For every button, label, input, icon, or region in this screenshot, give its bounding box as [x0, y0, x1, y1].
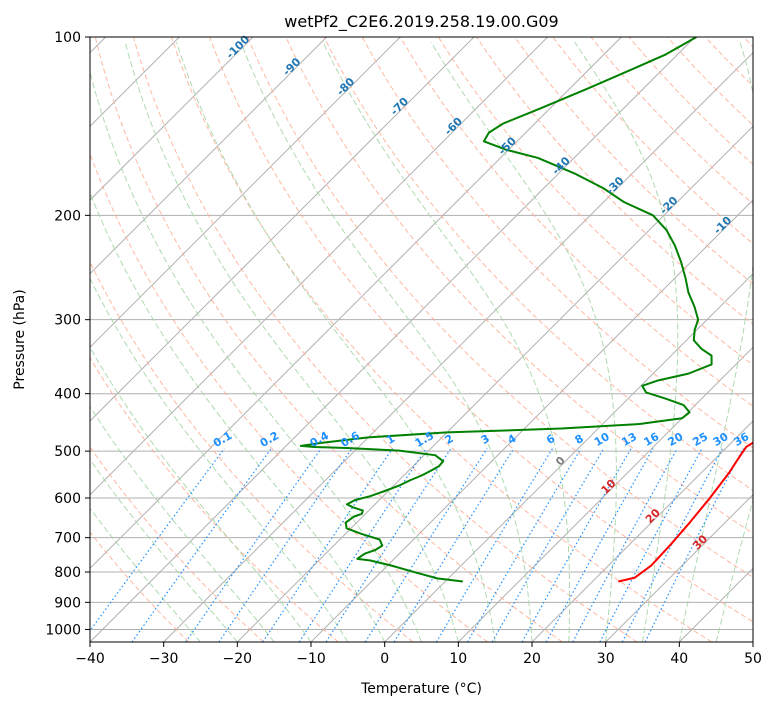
x-tick-label: 40 [670, 651, 688, 667]
mixing-ratio-line [545, 448, 654, 642]
isotherm-line [163, 51, 753, 642]
moist-adiabat [124, 41, 459, 642]
mixing-ratio-line [466, 448, 582, 642]
dry-adiabat [285, 37, 753, 535]
mixing-ratio-line [572, 448, 678, 642]
dry-adiabat [209, 37, 753, 623]
x-tick-label: −30 [149, 651, 179, 667]
dry-adiabat [90, 531, 190, 642]
isotherm-line [90, 37, 622, 570]
temperature-profile [618, 441, 753, 583]
moist-adiabat [90, 507, 201, 642]
dewpoint-profile [299, 37, 713, 583]
y-tick-label: 900 [54, 595, 81, 611]
y-tick-label: 700 [54, 531, 81, 547]
y-axis-label: Pressure (hPa) [12, 289, 28, 389]
moist-adiabat [176, 41, 496, 642]
isotherm-line [90, 37, 401, 349]
y-tick-label: 400 [54, 387, 81, 403]
isotherm-line [384, 272, 753, 642]
dry-adiabat [438, 37, 753, 366]
moist-adiabat [322, 41, 571, 642]
x-tick-label: 0 [380, 651, 389, 667]
mixing-ratio-line [218, 448, 353, 642]
x-tick-label: 10 [449, 651, 467, 667]
y-tick-label: 600 [54, 491, 81, 507]
dry-adiabat [361, 37, 753, 449]
y-tick-label: 800 [54, 565, 81, 581]
mixing-ratio-line [599, 448, 703, 642]
mixing-ratio-line [393, 448, 515, 642]
moist-adiabat [90, 346, 312, 642]
x-tick-label: −10 [296, 651, 326, 667]
x-tick-label: −40 [75, 651, 105, 667]
moist-adiabat [90, 458, 238, 642]
dry-adiabat [247, 37, 753, 578]
isotherm-line [605, 493, 753, 642]
y-tick-label: 100 [54, 30, 81, 46]
mixing-ratio-line [298, 448, 427, 642]
chart-title: wetPf2_C2E6.2019.258.19.00.G09 [284, 12, 558, 32]
isotherm-line [531, 420, 753, 642]
dry-adiabat [590, 37, 753, 205]
mixing-ratio-line [185, 448, 322, 642]
isotherm-line [90, 37, 328, 275]
dry-adiabat [90, 260, 414, 642]
x-tick-label: 50 [744, 651, 762, 667]
moist-adiabat [430, 41, 617, 642]
dry-adiabat [476, 37, 753, 325]
moist-adiabat [90, 277, 349, 642]
y-tick-label: 500 [54, 444, 81, 460]
isotherm-line [457, 346, 753, 642]
y-tick-label: 200 [54, 208, 81, 224]
plot-frame [89, 36, 754, 643]
dry-adiabat [399, 37, 753, 407]
dry-adiabat [94, 37, 563, 642]
moist-adiabat [90, 405, 275, 642]
moist-adiabat [90, 70, 422, 642]
mixing-ratio-line [521, 448, 632, 642]
y-tick-label: 300 [54, 313, 81, 329]
dry-adiabat [132, 37, 638, 642]
isotherm-line [236, 125, 753, 642]
moist-adiabat [678, 41, 753, 642]
x-tick-label: 30 [597, 651, 615, 667]
moist-adiabat [90, 191, 386, 642]
dry-adiabat [552, 37, 753, 245]
dry-adiabat [171, 37, 713, 642]
moist-adiabat [240, 41, 533, 642]
x-tick-label: 20 [523, 651, 541, 667]
isotherm-line [90, 37, 475, 422]
moist-adiabat [574, 41, 679, 642]
mixing-ratio-line [90, 448, 225, 632]
x-axis-label: Temperature (°C) [360, 681, 482, 697]
x-tick-label: −20 [223, 651, 253, 667]
mixing-ratio-line [644, 448, 744, 642]
isotherm-line [90, 37, 549, 496]
mixing-ratio-line [491, 448, 605, 642]
y-tick-label: 1000 [45, 622, 81, 638]
dry-adiabat [323, 37, 753, 491]
mixing-ratio-line [435, 448, 554, 642]
isotherm-line [90, 37, 254, 201]
mixing-ratio-line [262, 448, 393, 642]
